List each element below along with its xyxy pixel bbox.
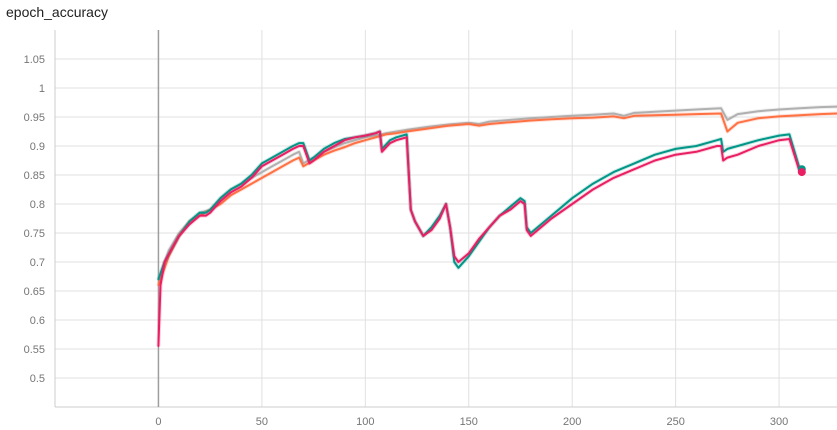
y-tick-label: 0.75: [24, 228, 45, 240]
y-tick-label: 1.05: [24, 54, 45, 66]
series-end-markers: [797, 165, 806, 177]
series-line-1: [157, 112, 837, 287]
x-tick-label: 300: [770, 416, 788, 428]
series-end-point-3: [797, 168, 806, 177]
y-tick-label: 0.85: [24, 170, 45, 182]
series-lines: [156, 104, 837, 348]
y-tick-label: 0.55: [24, 344, 45, 356]
x-tick-label: 100: [356, 416, 374, 428]
x-tick-label: 250: [666, 416, 684, 428]
grid-lines: [55, 30, 837, 407]
chart-title: epoch_accuracy: [6, 4, 108, 20]
x-tick-label: 150: [460, 416, 478, 428]
x-tick-label: 50: [256, 416, 268, 428]
series-line-shadow-2: [156, 129, 802, 281]
y-tick-label: 0.9: [30, 141, 45, 153]
tick-labels: 0.5 0.55 0.6 0.65 0.7 0.75 0.8 0.85 0.9 0.95 1 1.05…: [24, 54, 789, 428]
series-line-shadow-0: [156, 104, 837, 281]
x-tick-label: 0: [155, 416, 161, 428]
y-tick-label: 0.6: [30, 315, 45, 327]
y-tick-label: 1: [39, 83, 45, 95]
y-tick-label: 0.95: [24, 112, 45, 124]
y-tick-label: 0.7: [30, 257, 45, 269]
y-tick-label: 0.5: [30, 373, 45, 385]
series-line-3: [157, 130, 803, 348]
x-tick-label: 200: [563, 416, 581, 428]
axes: [54, 30, 837, 408]
series-line-2: [157, 130, 803, 281]
series-line-0: [157, 105, 837, 281]
y-tick-label: 0.8: [30, 199, 45, 211]
y-tick-label: 0.65: [24, 286, 45, 298]
series-line-shadow-1: [156, 111, 837, 286]
